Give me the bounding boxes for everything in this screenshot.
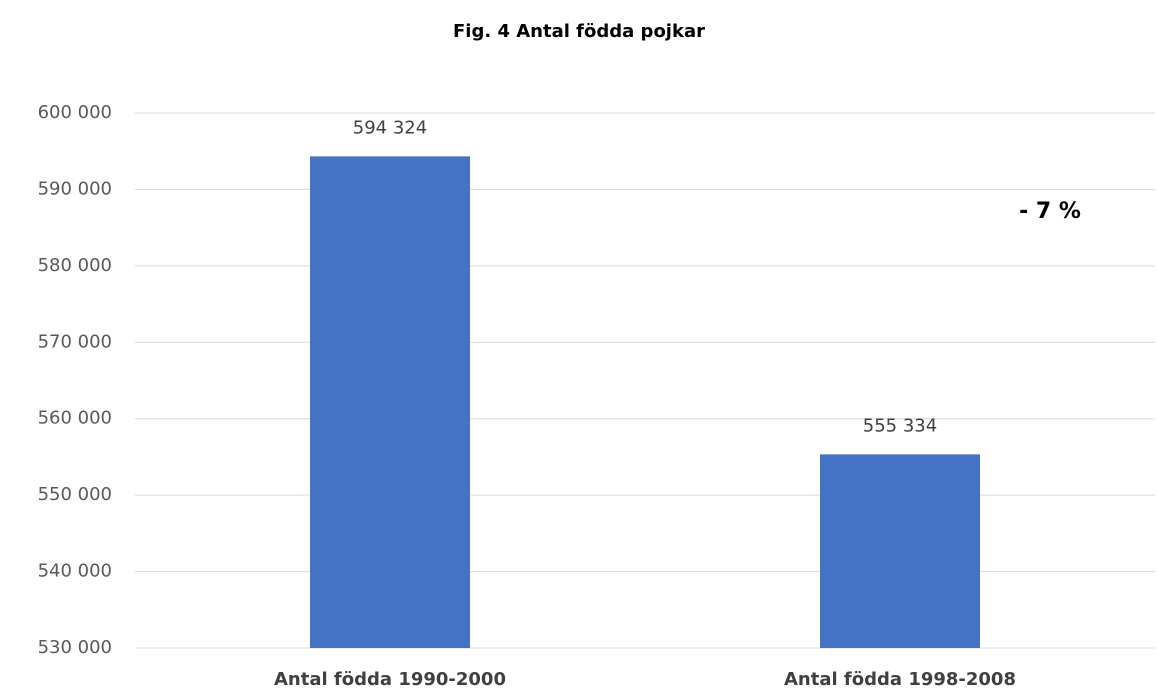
y-tick-label: 530 000 <box>38 637 112 658</box>
annotation: - 7 % <box>1019 199 1081 224</box>
y-tick-label: 590 000 <box>38 178 112 199</box>
data-label: 594 324 <box>353 117 427 138</box>
y-tick-label: 580 000 <box>38 255 112 276</box>
bar <box>310 156 470 648</box>
x-tick-label: Antal födda 1998-2008 <box>784 669 1016 690</box>
x-tick-label: Antal födda 1990-2000 <box>274 669 506 690</box>
y-tick-label: 540 000 <box>38 561 112 582</box>
y-tick-label: 570 000 <box>38 331 112 352</box>
y-tick-label: 550 000 <box>38 484 112 505</box>
y-tick-label: 560 000 <box>38 408 112 429</box>
bar <box>820 454 980 648</box>
data-label: 555 334 <box>863 415 937 436</box>
chart-title: Fig. 4 Antal födda pojkar <box>453 21 705 42</box>
y-tick-label: 600 000 <box>38 102 112 123</box>
